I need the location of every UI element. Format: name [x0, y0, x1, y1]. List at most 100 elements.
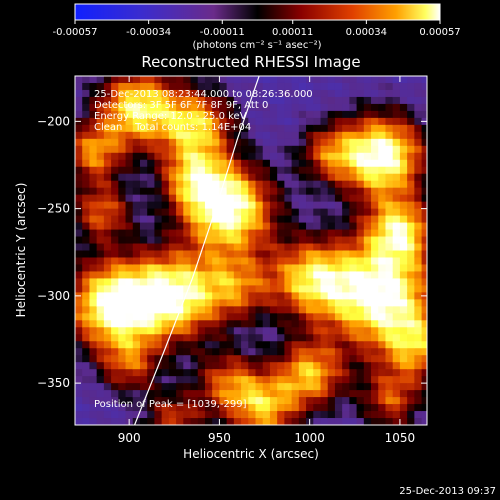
heatmap-cell	[320, 89, 329, 98]
heatmap-cell	[262, 194, 271, 203]
heatmap-cell	[421, 194, 427, 203]
heatmap-cell	[378, 299, 387, 307]
heatmap-cell	[306, 264, 314, 273]
heatmap-cell	[212, 313, 221, 321]
heatmap-cell	[89, 411, 98, 419]
heatmap-cell	[75, 89, 83, 98]
heatmap-cell	[407, 82, 415, 91]
heatmap-cell	[399, 285, 408, 293]
heatmap-cell	[219, 383, 228, 391]
heatmap-cell	[399, 96, 408, 105]
heatmap-cell	[414, 299, 423, 307]
heatmap-cell	[89, 243, 98, 252]
heatmap-cell	[327, 341, 336, 349]
heatmap-cell	[226, 82, 235, 91]
heatmap-cell	[414, 348, 423, 356]
heatmap-cell	[96, 355, 105, 363]
heatmap-cell	[118, 117, 127, 126]
heatmap-cell	[356, 348, 365, 356]
heatmap-cell	[147, 76, 156, 84]
heatmap-cell	[255, 96, 264, 105]
heatmap-cell	[284, 411, 293, 419]
heatmap-cell	[291, 341, 300, 349]
heatmap-cell	[197, 82, 206, 91]
heatmap-cell	[226, 327, 235, 335]
heatmap-cell	[233, 124, 242, 133]
heatmap-cell	[306, 334, 314, 342]
heatmap-cell	[103, 250, 112, 259]
heatmap-cell	[385, 117, 394, 126]
heatmap-cell	[363, 376, 372, 384]
heatmap-cell	[168, 299, 177, 307]
heatmap-cell	[349, 145, 358, 154]
heatmap-cell	[269, 369, 278, 377]
heatmap-cell	[161, 299, 170, 307]
heatmap-cell	[96, 397, 105, 405]
heatmap-cell	[349, 257, 358, 266]
heatmap-cell	[392, 243, 401, 252]
heatmap-cell	[378, 341, 387, 349]
heatmap-cell	[306, 390, 314, 398]
heatmap-cell	[226, 152, 235, 161]
heatmap-cell	[277, 159, 285, 168]
heatmap-cell	[269, 299, 278, 307]
heatmap-cell	[103, 390, 112, 398]
heatmap-cell	[356, 362, 365, 370]
heatmap-cell	[421, 159, 427, 168]
heatmap-cell	[190, 243, 199, 252]
heatmap-cell	[320, 341, 329, 349]
heatmap-cell	[291, 103, 300, 112]
heatmap-cell	[262, 341, 271, 349]
heatmap-cell	[399, 173, 408, 182]
heatmap-cell	[385, 89, 394, 98]
heatmap-cell	[342, 313, 350, 321]
heatmap-cell	[399, 292, 408, 300]
heatmap-cell	[399, 306, 408, 314]
heatmap-cell	[378, 257, 387, 266]
heatmap-cell	[371, 292, 379, 300]
heatmap-cell	[313, 327, 322, 335]
heatmap-cell	[407, 313, 415, 321]
colorbar-tick-label: 0.00011	[272, 27, 313, 38]
heatmap-cell	[111, 180, 119, 189]
heatmap-cell	[139, 250, 148, 259]
heatmap-cell	[349, 313, 358, 321]
heatmap-cell	[89, 348, 98, 356]
heatmap-cell	[255, 397, 264, 405]
heatmap-cell	[103, 278, 112, 286]
heatmap-cell	[371, 180, 379, 189]
heatmap-cell	[363, 159, 372, 168]
heatmap-cell	[147, 313, 156, 321]
heatmap-cell	[262, 76, 271, 84]
heatmap-cell	[327, 110, 336, 119]
heatmap-cell	[392, 194, 401, 203]
heatmap-cell	[248, 278, 257, 286]
heatmap-cell	[313, 110, 322, 119]
heatmap-cell	[219, 215, 228, 224]
heatmap-cell	[342, 159, 350, 168]
heatmap-cell	[306, 194, 314, 203]
heatmap-cell	[392, 383, 401, 391]
heatmap-cell	[269, 264, 278, 273]
heatmap-cell	[241, 201, 249, 210]
heatmap-cell	[125, 243, 134, 252]
heatmap-cell	[277, 173, 285, 182]
heatmap-cell	[421, 257, 427, 266]
heatmap-cell	[233, 271, 242, 280]
heatmap-cell	[313, 411, 322, 419]
heatmap-cell	[197, 103, 206, 112]
heatmap-cell	[161, 124, 170, 133]
heatmap-cell	[197, 285, 206, 293]
heatmap-cell	[378, 201, 387, 210]
heatmap-cell	[147, 138, 156, 147]
heatmap-cell	[75, 145, 83, 154]
heatmap-cell	[147, 334, 156, 342]
heatmap-cell	[313, 404, 322, 412]
y-axis-label: Heliocentric Y (arcsec)	[14, 183, 28, 318]
heatmap-cell	[190, 194, 199, 203]
heatmap-cell	[399, 124, 408, 133]
heatmap-cell	[111, 215, 119, 224]
heatmap-cell	[255, 159, 264, 168]
heatmap-cell	[96, 152, 105, 161]
heatmap-cell	[82, 418, 91, 425]
